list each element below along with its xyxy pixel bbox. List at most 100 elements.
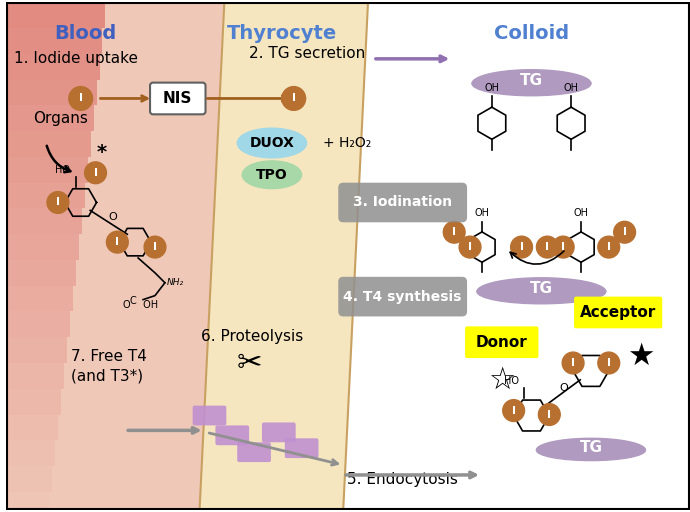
Polygon shape xyxy=(6,440,55,466)
Ellipse shape xyxy=(237,128,306,158)
Text: OH: OH xyxy=(475,208,489,219)
FancyBboxPatch shape xyxy=(150,82,206,114)
Text: 1. Iodide uptake: 1. Iodide uptake xyxy=(14,51,138,67)
Polygon shape xyxy=(6,415,58,440)
Text: TG: TG xyxy=(530,281,553,296)
Text: 6. Proteolysis: 6. Proteolysis xyxy=(201,329,303,344)
Text: DUOX: DUOX xyxy=(250,136,295,150)
Text: Donor: Donor xyxy=(476,335,528,350)
Polygon shape xyxy=(6,363,64,389)
Text: Thyrocyte: Thyrocyte xyxy=(227,24,337,43)
Polygon shape xyxy=(477,278,606,292)
FancyBboxPatch shape xyxy=(338,277,467,316)
Polygon shape xyxy=(6,183,85,208)
Ellipse shape xyxy=(477,280,606,304)
Circle shape xyxy=(598,352,620,374)
Text: OH: OH xyxy=(484,83,500,93)
Circle shape xyxy=(459,236,481,258)
Text: ☆: ☆ xyxy=(488,366,515,395)
Polygon shape xyxy=(6,3,106,28)
Text: I: I xyxy=(115,237,119,247)
FancyBboxPatch shape xyxy=(193,406,226,425)
Polygon shape xyxy=(6,234,79,260)
Circle shape xyxy=(536,236,558,258)
Circle shape xyxy=(598,236,620,258)
Polygon shape xyxy=(472,70,591,83)
Circle shape xyxy=(144,236,166,258)
Text: Blood: Blood xyxy=(55,24,117,43)
Text: 2. TG secretion: 2. TG secretion xyxy=(249,47,366,61)
Polygon shape xyxy=(6,389,61,415)
Text: I: I xyxy=(468,242,472,252)
Circle shape xyxy=(69,87,92,111)
Text: I: I xyxy=(547,410,551,419)
Text: I: I xyxy=(79,94,83,103)
Text: *: * xyxy=(97,143,106,162)
Text: I: I xyxy=(607,358,611,368)
Polygon shape xyxy=(6,131,90,157)
Text: I: I xyxy=(622,227,627,237)
Text: I: I xyxy=(520,242,524,252)
Polygon shape xyxy=(6,208,81,234)
Circle shape xyxy=(538,403,560,425)
Text: I: I xyxy=(94,168,97,178)
Polygon shape xyxy=(6,54,99,80)
FancyBboxPatch shape xyxy=(465,326,538,358)
Polygon shape xyxy=(6,3,224,509)
Text: I: I xyxy=(545,242,549,252)
Text: Organs: Organs xyxy=(33,111,88,126)
Circle shape xyxy=(613,221,635,243)
Text: HO: HO xyxy=(504,376,519,386)
Text: Acceptor: Acceptor xyxy=(580,305,656,320)
Text: NIS: NIS xyxy=(163,91,193,106)
Circle shape xyxy=(562,352,584,374)
Text: I: I xyxy=(607,242,611,252)
Polygon shape xyxy=(199,3,368,509)
Text: OH: OH xyxy=(564,83,579,93)
Text: I: I xyxy=(452,227,456,237)
FancyBboxPatch shape xyxy=(338,183,467,222)
Polygon shape xyxy=(6,105,94,131)
FancyBboxPatch shape xyxy=(285,438,319,458)
Text: Colloid: Colloid xyxy=(494,24,569,43)
Text: ★: ★ xyxy=(627,342,654,371)
Polygon shape xyxy=(6,337,67,363)
Circle shape xyxy=(443,221,465,243)
Circle shape xyxy=(503,400,524,421)
Polygon shape xyxy=(6,260,76,286)
Polygon shape xyxy=(6,28,103,54)
Polygon shape xyxy=(343,3,690,509)
Circle shape xyxy=(282,87,306,111)
Text: I: I xyxy=(292,94,296,103)
Text: TPO: TPO xyxy=(256,168,288,182)
Ellipse shape xyxy=(242,161,302,188)
Circle shape xyxy=(552,236,574,258)
Polygon shape xyxy=(6,80,97,105)
FancyBboxPatch shape xyxy=(215,425,249,445)
Circle shape xyxy=(511,236,533,258)
Polygon shape xyxy=(6,311,70,337)
Text: O: O xyxy=(560,383,569,393)
Text: HO: HO xyxy=(55,165,70,175)
Text: TG: TG xyxy=(580,440,602,455)
Text: I: I xyxy=(571,358,575,368)
Text: NH₂: NH₂ xyxy=(167,278,184,287)
Polygon shape xyxy=(6,157,88,183)
Text: I: I xyxy=(56,198,60,207)
Circle shape xyxy=(85,162,106,184)
Text: 3. Iodination: 3. Iodination xyxy=(353,196,452,209)
Text: 5. Endocytosis: 5. Endocytosis xyxy=(347,473,458,487)
Circle shape xyxy=(47,191,69,214)
FancyBboxPatch shape xyxy=(262,422,296,442)
Text: + H₂O₂: + H₂O₂ xyxy=(324,136,372,150)
FancyBboxPatch shape xyxy=(237,442,271,462)
Text: I: I xyxy=(561,242,565,252)
FancyBboxPatch shape xyxy=(574,296,662,328)
Ellipse shape xyxy=(536,440,645,461)
Polygon shape xyxy=(6,286,72,311)
Text: I: I xyxy=(153,242,157,252)
Text: OH: OH xyxy=(573,208,589,219)
Text: ✂: ✂ xyxy=(237,349,262,377)
Polygon shape xyxy=(536,438,645,450)
Text: 4. T4 synthesis: 4. T4 synthesis xyxy=(344,290,462,304)
